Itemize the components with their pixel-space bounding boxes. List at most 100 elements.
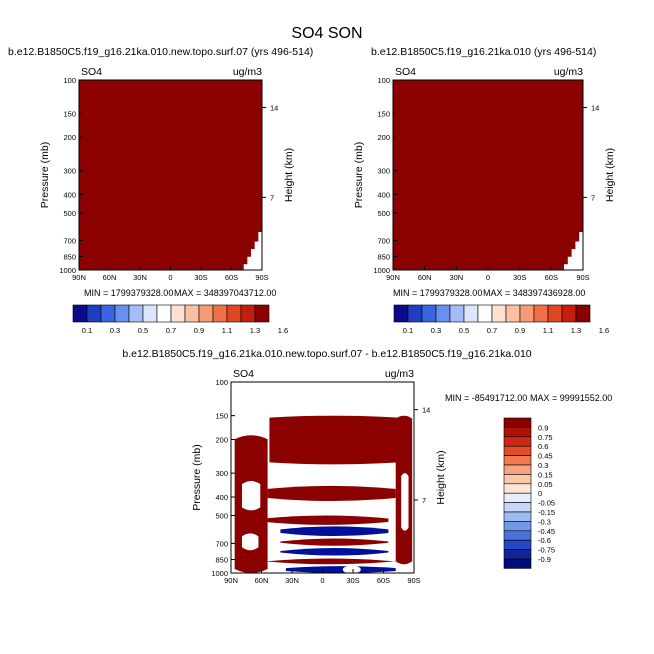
colorbar-swatch (503, 558, 532, 569)
colorbar-swatch (407, 304, 423, 323)
colorbar-swatch (393, 304, 409, 323)
colorbar-swatch (435, 304, 451, 323)
plot-area (231, 382, 414, 573)
colorbar-swatch (463, 304, 479, 323)
colorbar-label: 0.5 (459, 326, 469, 335)
height-tick-label: 14 (591, 103, 599, 112)
height-tick-label: 7 (422, 496, 426, 505)
colorbar-swatch (503, 464, 532, 475)
colorbar-swatch (503, 549, 532, 560)
y-tick-label: 200 (215, 435, 228, 444)
x-tick-label: 90N (72, 273, 86, 282)
positive-band (269, 415, 398, 465)
colorbar-label: 0.3 (110, 326, 120, 335)
colorbar-swatch (449, 304, 465, 323)
colorbar-label: -0.75 (538, 546, 555, 555)
negative-band (280, 548, 389, 556)
variable-label: SO4 (81, 66, 102, 78)
stats-labels: MIN = 1799379328.00 MAX = 348397043712.00… (84, 288, 612, 403)
colorbar-swatch (505, 304, 521, 323)
y-tick-label: 1000 (373, 266, 390, 275)
units-label: ug/m3 (385, 368, 414, 380)
colorbar-label: 0.1 (403, 326, 413, 335)
colorbar-label: 0.45 (538, 452, 553, 461)
x-tick-label: 30N (285, 576, 299, 585)
colorbar-swatch (421, 304, 437, 323)
colorbar-swatch (503, 530, 532, 541)
positive-band (263, 558, 396, 565)
x-tick-label: 60S (545, 273, 558, 282)
field-fill (393, 80, 583, 270)
y-tick-label: 400 (215, 493, 228, 502)
colorbar-swatch (254, 304, 270, 323)
y-tick-label: 300 (215, 469, 228, 478)
colorbar-swatch (503, 492, 532, 503)
positive-band (267, 485, 396, 502)
y-tick-label: 200 (377, 133, 390, 142)
x-tick-label: 60N (418, 273, 432, 282)
colorbar-label: -0.15 (538, 508, 555, 517)
x-tick-label: 90N (386, 273, 400, 282)
figure-title: SO4 SON (291, 25, 362, 42)
colorbar-swatch (72, 304, 88, 323)
colorbar-swatch (519, 304, 535, 323)
panel-2: b.e12.B1850C5.f19_g16.21ka.010 (yrs 496-… (353, 46, 616, 282)
colorbar-label: 0.05 (538, 480, 553, 489)
colorbar-label: 1.6 (278, 326, 288, 335)
missing-region (564, 232, 583, 270)
x-tick-label: 90N (224, 576, 238, 585)
y-tick-label: 700 (63, 237, 76, 246)
max-label: MAX = 99991552.00 (530, 393, 612, 403)
max-label: MAX = 348397043712.00 (174, 288, 276, 298)
y-tick-label: 700 (377, 237, 390, 246)
colorbar-label: 0.9 (194, 326, 204, 335)
x-tick-label: 30S (346, 576, 359, 585)
colorbar-swatch (142, 304, 158, 323)
colorbar-label: -0.05 (538, 499, 555, 508)
y-tick-label: 850 (377, 253, 390, 262)
x-tick-label: 30N (449, 273, 463, 282)
height-tick-label: 14 (270, 103, 278, 112)
colorbar-label: 1.1 (543, 326, 553, 335)
colorbar-swatch (503, 455, 532, 466)
max-label: MAX = 348397436928.00 (483, 288, 585, 298)
gap (342, 565, 361, 573)
panel-title: b.e12.B1850C5.f19_g16.21ka.010 (yrs 496-… (371, 46, 596, 58)
colorbar-label: 1.6 (599, 326, 609, 335)
y-tick-label: 400 (63, 190, 76, 199)
x-tick-label: 60N (103, 273, 117, 282)
colorbar-swatch (184, 304, 200, 323)
colorbar-label: -0.3 (538, 517, 551, 526)
gap (241, 533, 259, 551)
colorbar-swatch (503, 417, 532, 428)
colorbar-label: 0.75 (538, 433, 553, 442)
y-tick-label: 850 (63, 253, 76, 262)
colorbar-label: 0.15 (538, 470, 553, 479)
missing-region (231, 382, 414, 416)
colorbar-swatch (561, 304, 577, 323)
colorbar-swatch (503, 511, 532, 522)
colorbar-swatch (128, 304, 144, 323)
panel-1: b.e12.B1850C5.f19_g16.21ka.010.new.topo.… (8, 46, 313, 282)
y-tick-label: 300 (63, 167, 76, 176)
colorbar-3: 0.90.750.60.450.30.150.050-0.05-0.15-0.3… (503, 417, 555, 569)
colorbar-swatch (156, 304, 172, 323)
colorbar-swatch (100, 304, 116, 323)
x-tick-label: 30S (513, 273, 526, 282)
colorbar-label: 0.9 (538, 423, 548, 432)
y-tick-label: 500 (215, 512, 228, 521)
colorbar-label: 0.9 (515, 326, 525, 335)
min-label: MIN = 1799379328.00 (393, 288, 482, 298)
colorbar-swatch (240, 304, 256, 323)
y-tick-label: 100 (377, 76, 390, 85)
min-label: MIN = 1799379328.00 (84, 288, 173, 298)
y-tick-label: 400 (377, 190, 390, 199)
field-fill (79, 80, 262, 270)
colorbar-swatch (503, 445, 532, 456)
x-tick-label: 60N (255, 576, 269, 585)
x-tick-label: 90S (255, 273, 268, 282)
min-label: MIN = -85491712.00 (445, 393, 527, 403)
colorbar-label: 0.7 (487, 326, 497, 335)
colorbar-label: 1.1 (222, 326, 232, 335)
